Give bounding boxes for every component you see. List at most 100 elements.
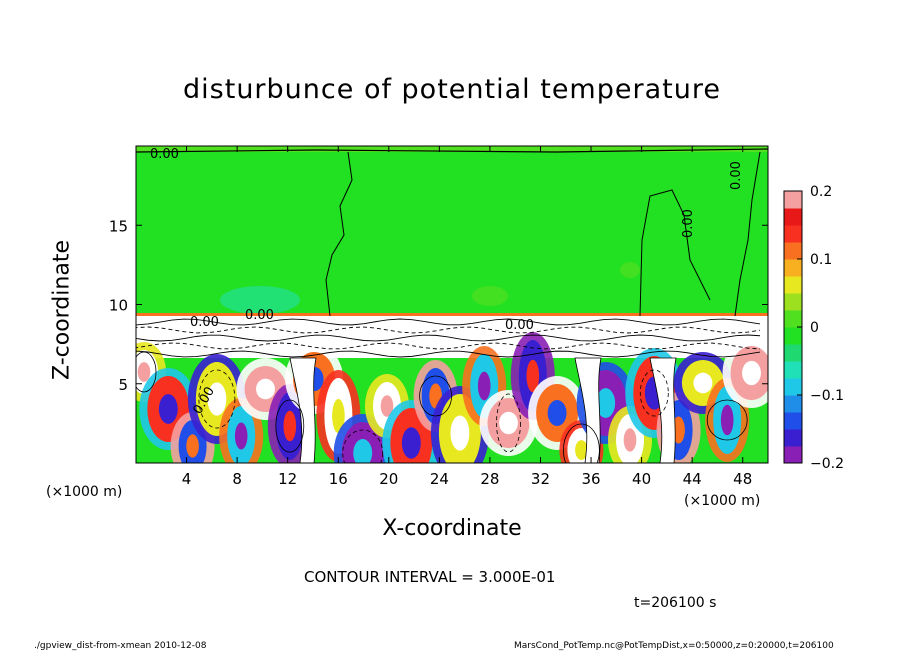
field-blob — [450, 415, 470, 451]
contour-line — [639, 369, 669, 417]
field-blob — [137, 362, 151, 382]
contour-line — [136, 350, 761, 358]
colorbar-tick-label: −0.1 — [810, 388, 844, 404]
contour-line — [734, 151, 761, 317]
plume — [649, 357, 677, 463]
contour-line — [639, 189, 711, 317]
field-blob — [742, 360, 761, 386]
x-tick-label: 44 — [683, 470, 702, 488]
field-blob — [207, 382, 227, 416]
field-blob — [353, 439, 373, 463]
colorbar-swatch — [784, 327, 802, 345]
colorbar-swatch — [784, 429, 802, 447]
x-tick-label: 28 — [480, 470, 499, 488]
contour-line — [563, 423, 600, 463]
colorbar-swatch — [784, 293, 802, 311]
field-blob — [526, 359, 540, 393]
colorbar-swatch — [784, 242, 802, 260]
x-ticks: 4 8 12 16 20 24 28 32 36 40 44 48 — [182, 146, 752, 488]
contour-line — [136, 318, 761, 326]
contour-line — [136, 148, 768, 153]
x-tick-label: 40 — [632, 470, 651, 488]
x-axis-label: X-coordinate — [382, 516, 522, 541]
colorbar-swatch — [784, 395, 802, 413]
field-blob — [693, 372, 713, 394]
colorbar-swatch — [784, 276, 802, 294]
contour-line — [136, 351, 157, 393]
x-tick-label: 36 — [581, 470, 600, 488]
chart-title: disturbunce of potential temperature — [183, 74, 721, 105]
x-axis-unit: (×1000 m) — [684, 493, 761, 509]
contour-line — [136, 342, 761, 350]
contour-interval-label: CONTOUR INTERVAL = 3.000E-01 — [304, 568, 556, 586]
field-blob — [234, 422, 248, 450]
colorbar-swatch — [784, 378, 802, 396]
contour-label: 0.00 — [729, 161, 744, 190]
plot-area — [136, 146, 768, 463]
colorbar-swatch — [784, 191, 802, 209]
footer-data-source: MarsCond_PotTemp.nc@PotTempDist,x=0:5000… — [514, 641, 834, 651]
contour-line — [706, 399, 748, 441]
contour-label: 0.00 — [681, 209, 696, 238]
time-label: t=206100 s — [634, 595, 717, 611]
y-axis-unit: (×1000 m) — [46, 484, 123, 500]
colorbar-swatch — [784, 208, 802, 226]
colorbar-swatch — [784, 344, 802, 362]
x-tick-label: 24 — [430, 470, 449, 488]
contour-line — [136, 334, 761, 342]
contour-line — [496, 393, 521, 453]
field-blob — [720, 404, 734, 436]
field-blob — [623, 428, 637, 452]
y-tick-label: 15 — [109, 217, 128, 235]
colorbar-swatch — [784, 446, 802, 464]
colorbar-tick-label: 0 — [810, 320, 819, 336]
colorbar-swatch — [784, 259, 802, 277]
contour-label: 0.00 — [245, 308, 274, 323]
colorbar-swatch — [784, 225, 802, 243]
y-tick-label: 10 — [109, 297, 128, 315]
plume — [574, 357, 602, 463]
field-blob — [575, 440, 588, 460]
contour-line — [325, 151, 353, 317]
field-blob — [547, 399, 567, 427]
field-blob — [186, 434, 199, 458]
colorbar-swatch — [784, 361, 802, 379]
y-tick-label: 5 — [118, 376, 128, 394]
x-tick-label: 20 — [379, 470, 398, 488]
x-tick-label: 8 — [232, 470, 242, 488]
colorbar-tick-label: 0.1 — [810, 252, 832, 268]
contour-line — [275, 399, 305, 453]
contour-line — [136, 326, 761, 334]
contour-labels: 0.000.00 0.000.000.000.000.00 — [150, 147, 744, 417]
contour-label: 0.00 — [150, 147, 179, 162]
convective-cells — [136, 332, 768, 463]
field-blob — [477, 371, 491, 401]
field-blob — [499, 411, 518, 435]
contour-lines — [136, 148, 768, 463]
colorbar-tick-label: −0.2 — [810, 456, 844, 472]
upper-patch — [220, 286, 300, 314]
colorbar-tick-label: 0.2 — [810, 184, 832, 200]
x-tick-label: 32 — [531, 470, 550, 488]
field-blob — [256, 378, 275, 400]
colorbar-swatch — [784, 412, 802, 430]
x-tick-label: 12 — [278, 470, 297, 488]
y-ticks: 5 10 15 — [109, 217, 768, 394]
colorbar: 0.2 0.1 0 −0.1 −0.2 — [783, 184, 844, 472]
x-tick-label: 48 — [733, 470, 752, 488]
contour-label: 0.00 — [505, 318, 534, 333]
inversion-band — [136, 313, 768, 316]
field-blob — [158, 394, 178, 424]
field-blob — [596, 388, 616, 418]
field-blob — [401, 427, 421, 459]
field-blob — [672, 416, 685, 444]
contour-line — [419, 375, 453, 417]
upper-patch — [472, 286, 508, 306]
field-blob — [380, 395, 394, 417]
x-tick-label: 4 — [182, 470, 192, 488]
contour-line — [342, 429, 384, 463]
field-blob — [283, 410, 297, 442]
contour-label: 0.00 — [190, 315, 219, 330]
contour-line — [198, 369, 236, 429]
